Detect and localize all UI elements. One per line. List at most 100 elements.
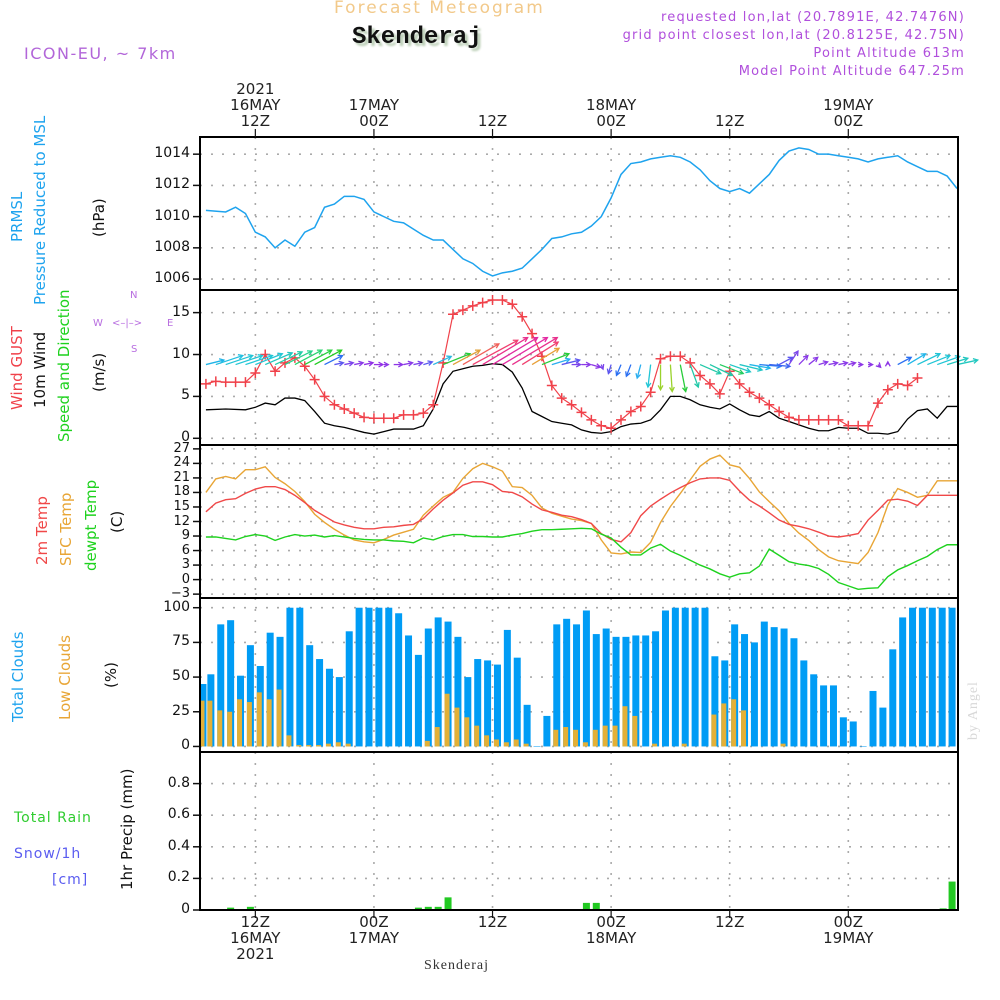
total-clouds-bar: [948, 607, 956, 747]
total-clouds-bar: [691, 607, 699, 747]
low-clouds-bar: [721, 703, 727, 747]
wind-arrow-head: [598, 364, 605, 371]
total-clouds-bar: [760, 621, 768, 747]
gust-marker: [477, 297, 488, 308]
time-tick-label: 18MAY 00Z: [585, 96, 637, 130]
wind-arrow-head: [532, 336, 539, 343]
wind-arrow-head: [934, 352, 942, 359]
wind-arrow-head: [575, 361, 582, 368]
gust-marker: [368, 413, 379, 424]
y-tick-label: 1010: [154, 207, 190, 224]
pressure-line: [205, 147, 958, 277]
gust-marker: [655, 353, 666, 364]
total-clouds-bar: [246, 645, 254, 747]
time-tick-label: 19MAY 00Z: [823, 96, 874, 130]
wind-arrow-head: [358, 360, 365, 367]
low-clouds-bar: [207, 700, 213, 747]
wind-arrow-head: [802, 354, 809, 361]
total-clouds-bar: [750, 642, 758, 747]
wind-arrow: [363, 362, 374, 366]
wind-arrow-head: [552, 336, 559, 343]
point-altitude: Point Altitude 613m: [813, 46, 965, 61]
wind-arrow: [769, 363, 790, 368]
wind-arrow-head: [972, 358, 980, 364]
low-clouds-bar: [553, 729, 559, 747]
total-clouds-bar: [721, 660, 729, 747]
wind10-line: [205, 363, 958, 435]
total-clouds-bar: [385, 607, 393, 747]
total-clouds-bar: [286, 607, 294, 747]
compass-s: S: [131, 344, 138, 355]
total-clouds-bar: [849, 721, 857, 747]
wind-arrow-head: [247, 354, 254, 360]
wind-arrow: [788, 350, 799, 365]
time-tick-label: 12Z 16MAY 2021: [230, 913, 281, 963]
wind-arrow-head: [446, 355, 453, 361]
wind-arrow: [739, 363, 763, 371]
total-clouds-bar: [503, 629, 511, 747]
total-clouds-bar: [671, 607, 679, 747]
gust-marker: [250, 367, 261, 378]
gust-marker: [230, 377, 241, 388]
y-tick-label: 1006: [154, 270, 190, 287]
y-tick-label: 0: [181, 429, 190, 446]
wind-arrow-head: [645, 382, 652, 389]
gust-marker: [220, 377, 231, 388]
total-clouds-bar: [395, 613, 403, 747]
wind-arrow: [828, 362, 838, 366]
gust-marker: [447, 309, 458, 320]
total-clouds-bar: [879, 707, 887, 747]
y-tick-label: 27: [173, 440, 190, 456]
gust-marker: [200, 378, 211, 389]
wind-arrow: [778, 356, 793, 366]
rain-bar: [444, 897, 452, 910]
total-clouds-bar: [780, 628, 788, 747]
gust-marker: [872, 398, 883, 409]
y-tick-label: 0.8: [167, 774, 190, 791]
low-clouds-bar: [474, 725, 480, 747]
time-tick-label: 12Z: [715, 913, 745, 931]
wind-arrow: [245, 354, 273, 366]
low-clouds-bar: [563, 727, 569, 747]
wind-arrow: [679, 364, 687, 392]
y-tick-label: 0.2: [167, 869, 190, 886]
rain-bar: [582, 902, 590, 910]
wind-arrow-head: [875, 362, 882, 369]
gust-marker: [566, 399, 577, 410]
wind-arrow: [452, 349, 481, 366]
total-clouds-bar: [928, 607, 936, 747]
total-clouds-bar: [701, 607, 709, 747]
total-clouds-bar: [533, 746, 541, 747]
y-tick-label: 1008: [154, 238, 190, 255]
wind-arrow: [492, 337, 538, 366]
gust-marker: [616, 414, 627, 425]
total-clouds-bar: [859, 746, 867, 747]
wind-arrow-head: [920, 353, 927, 359]
gust-marker: [833, 414, 844, 425]
wind-arrow-head: [554, 347, 561, 354]
wind-arrow: [264, 352, 293, 366]
time-tick-label: 17MAY 00Z: [348, 96, 400, 130]
total-clouds-bar: [335, 677, 343, 747]
gust-marker: [882, 384, 893, 395]
gust-marker: [853, 420, 864, 431]
wind-arrow-head: [944, 354, 952, 360]
wind-arrow: [403, 362, 413, 366]
low-clouds-bar: [345, 743, 351, 747]
gust-marker: [418, 408, 429, 419]
low-clouds-bar: [454, 707, 460, 747]
chart-title: Forecast Meteogram: [334, 0, 545, 18]
gust-marker: [270, 366, 281, 377]
wind-arrow: [838, 362, 848, 366]
wind-arrow-head: [906, 356, 913, 362]
total-clouds-bar: [899, 617, 907, 747]
gust-marker: [586, 414, 597, 425]
total-clouds-bar: [454, 636, 462, 747]
low-clouds-bar: [296, 745, 302, 747]
total-clouds-bar: [573, 624, 581, 747]
sfc-temp-line: [205, 454, 958, 565]
wind-arrow: [927, 354, 951, 366]
total-clouds-bar: [829, 685, 837, 747]
total-clouds-bar: [711, 656, 719, 747]
wind-arrow: [561, 359, 580, 366]
